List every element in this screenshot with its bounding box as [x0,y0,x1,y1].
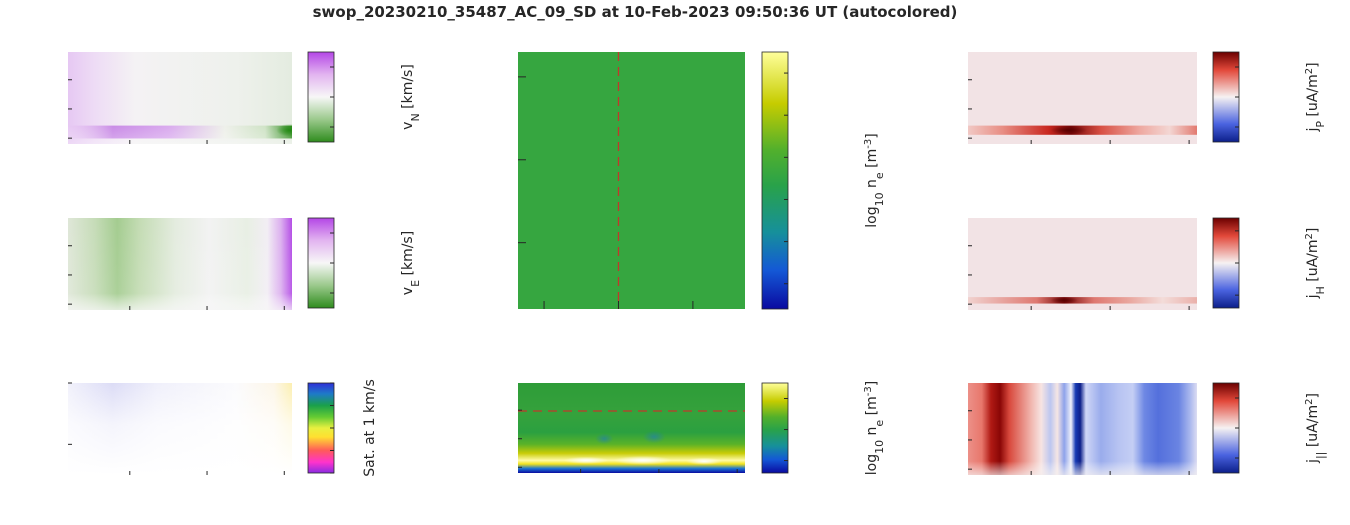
panel-fac: j|| [uA/m2] [968,382,1327,475]
dm-colorbar [761,51,789,310]
dm-heatmap [518,52,745,309]
hall-colorbar [1212,217,1240,309]
ns-colorbar [307,51,335,143]
panel-density-map: log10 ne [m-3] [518,51,886,310]
fac-colorbar [1212,382,1240,474]
ion-colorbar-label: Sat. at 1 km/s [362,379,378,477]
ion-colorbar [307,382,335,474]
panel-ion-flow: Sat. at 1 km/s [68,379,378,477]
panel-hall-current: jH [uA/m2] [968,217,1327,310]
db-colorbar-label: log10 ne [m-3] [863,381,886,475]
ew-colorbar-label: vE [km/s] [400,231,422,295]
ped-colorbar-label: jP [uA/m2] [1304,62,1327,132]
fac-colorbar-label: j|| [uA/m2] [1304,393,1327,464]
hall-heatmap [968,218,1197,310]
panel-pedersen-current: jP [uA/m2] [968,51,1327,144]
ew-heatmap [68,218,292,310]
ns-colorbar-label: vN [km/s] [400,64,422,130]
ped-heatmap [968,52,1197,144]
panel-ns-ion-flow: vN [km/s] [68,51,422,144]
hall-colorbar-label: jH [uA/m2] [1304,228,1327,300]
ion-heatmap [68,383,292,475]
db-heatmap [518,383,745,473]
ns-heatmap [68,52,292,144]
fac-heatmap [968,383,1197,475]
db-colorbar [761,382,789,474]
figure-title: swop_20230210_35487_AC_09_SD at 10-Feb-2… [313,3,958,21]
ped-colorbar [1212,51,1240,143]
dm-colorbar-label: log10 ne [m-3] [863,133,886,227]
panel-ew-ion-flow: vE [km/s] [68,217,422,310]
panel-density-altitude: log10 ne [m-3] [518,381,886,475]
